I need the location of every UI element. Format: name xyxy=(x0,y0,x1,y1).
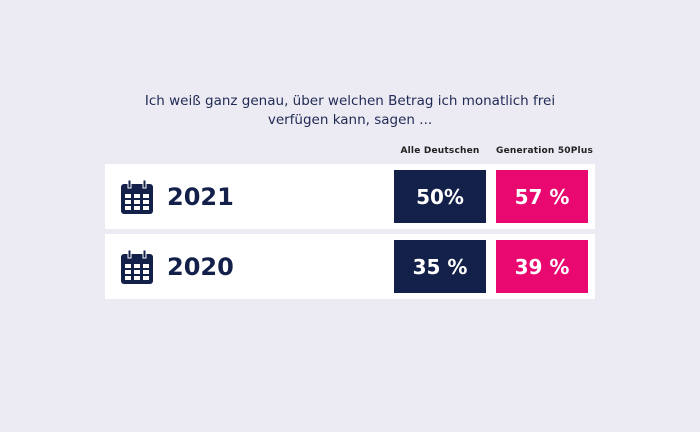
calendar-icon xyxy=(121,249,153,284)
column-header-alle-deutschen: Alle Deutschen xyxy=(400,146,480,156)
value-box-generation-50plus: 57 % xyxy=(496,170,588,223)
table-row: 2021 50% 57 % xyxy=(105,164,595,229)
value-box-alle-deutschen: 50% xyxy=(394,170,486,223)
row-year: 2021 xyxy=(167,183,234,211)
value-box-generation-50plus: 39 % xyxy=(496,240,588,293)
row-year: 2020 xyxy=(167,253,234,281)
value-box-alle-deutschen: 35 % xyxy=(394,240,486,293)
chart-title: Ich weiß ganz genau, über welchen Betrag… xyxy=(144,93,556,128)
calendar-icon xyxy=(121,179,153,214)
table-row: 2020 35 % 39 % xyxy=(105,234,595,299)
column-header-generation-50plus: Generation 50Plus xyxy=(496,146,593,156)
